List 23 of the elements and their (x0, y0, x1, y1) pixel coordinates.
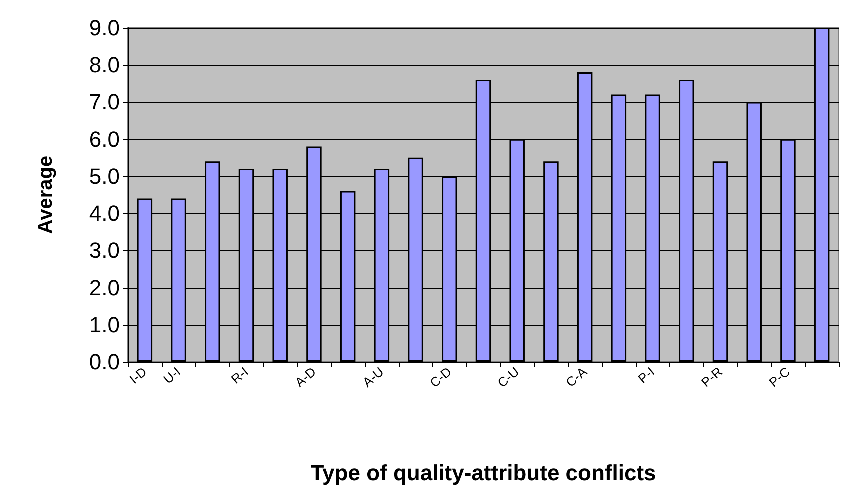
x-tick-label: U-I (160, 364, 184, 387)
x-tick-label: A-U (360, 364, 387, 390)
y-tick-label: 9.0 (89, 16, 120, 40)
y-tick-label: 3.0 (89, 238, 120, 264)
x-tick-label: I-D (126, 364, 150, 387)
x-tick-label: P-C (766, 364, 794, 390)
y-tick-label: 0.0 (89, 350, 120, 374)
x-tick-label: C-U (494, 364, 522, 391)
y-tick-label: 8.0 (89, 52, 120, 78)
y-tick-label: 2.0 (89, 275, 120, 300)
y-tick-label: 7.0 (89, 90, 120, 115)
x-tick-label: A-D (292, 364, 320, 390)
y-axis-title: Average (35, 156, 57, 234)
x-tick-label: P-I (635, 364, 658, 386)
x-tick-label: C-D (427, 364, 454, 391)
x-tick-label: R-I (228, 364, 252, 387)
x-tick-label: P-R (698, 364, 726, 390)
x-tick-label: C-A (563, 364, 590, 390)
x-axis-title: Type of quality-attribute conflicts (310, 460, 656, 486)
y-tick-label: 6.0 (89, 126, 120, 152)
y-tick-label: 4.0 (89, 201, 120, 226)
y-tick-label: 1.0 (89, 312, 120, 338)
y-tick-label: 5.0 (89, 164, 120, 189)
